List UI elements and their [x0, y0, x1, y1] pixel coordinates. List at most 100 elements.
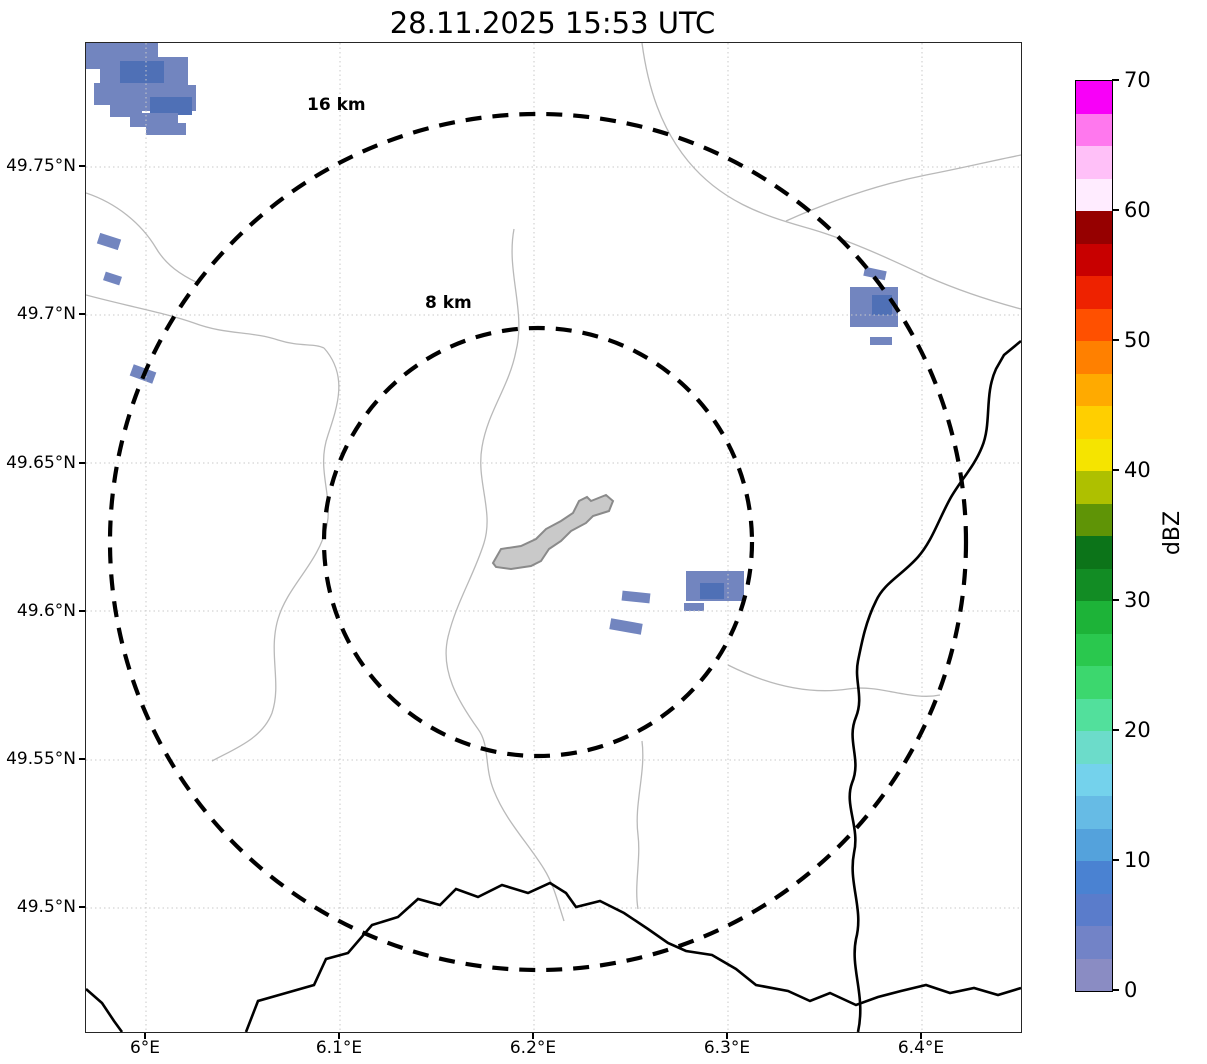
colorbar-segment — [1076, 828, 1112, 861]
y-tickmark — [79, 165, 85, 167]
admin-border-line — [445, 228, 565, 922]
y-tick-label: 49.7°N — [16, 304, 76, 324]
colorbar-segment — [1076, 633, 1112, 666]
colorbar-segment — [1076, 958, 1112, 991]
colorbar-segment — [1076, 536, 1112, 569]
admin-border-line — [636, 740, 644, 910]
colorbar-axis-label: dBZ — [1159, 510, 1185, 556]
y-tickmark — [79, 313, 85, 315]
y-tick-label: 49.55°N — [6, 749, 76, 769]
colorbar-segment — [1076, 568, 1112, 601]
x-tick-label: 6°E — [129, 1038, 161, 1058]
figure-title: 28.11.2025 15:53 UTC — [389, 6, 716, 40]
colorbar-tick-label: 60 — [1124, 198, 1151, 222]
corner-border-line — [86, 988, 124, 1032]
map-canvas — [86, 43, 1021, 1032]
y-tickmark — [79, 462, 85, 464]
radar-echo-cell — [150, 97, 192, 115]
colorbar-segment — [1076, 861, 1112, 894]
y-tickmark — [79, 758, 85, 760]
colorbar-tick-label: 20 — [1124, 718, 1151, 742]
admin-border-lines — [86, 43, 1021, 922]
x-tick-label: 6.4°E — [897, 1038, 945, 1058]
admin-border-line — [86, 294, 325, 349]
admin-border-line — [727, 664, 941, 697]
colorbar-segment — [1076, 211, 1112, 244]
y-tick-label: 49.5°N — [16, 897, 76, 917]
river-border-line — [848, 339, 1021, 1032]
colorbar-segment — [1076, 698, 1112, 731]
colorbar-segment — [1076, 406, 1112, 439]
radar-echo-cell — [700, 583, 724, 599]
radar-echo-cell — [872, 295, 892, 315]
map-plot: 16 km 8 km — [85, 42, 1022, 1033]
y-tick-label: 49.65°N — [6, 453, 76, 473]
colorbar-segment — [1076, 601, 1112, 634]
x-tickmark — [726, 1033, 728, 1039]
y-tickmark — [79, 610, 85, 612]
colorbar-tickmark — [1112, 729, 1119, 731]
x-tickmark — [338, 1033, 340, 1039]
colorbar-segment — [1076, 893, 1112, 926]
radar-site-outline — [491, 493, 615, 571]
radar-echo-cell — [684, 603, 704, 611]
gridlines — [86, 43, 1021, 1032]
colorbar-tickmark — [1112, 339, 1119, 341]
colorbar-tickmark — [1112, 209, 1119, 211]
colorbar-tickmark — [1112, 79, 1119, 81]
admin-border-line — [86, 192, 199, 284]
colorbar — [1075, 80, 1113, 992]
y-tick-label: 49.6°N — [16, 601, 76, 621]
colorbar-segment — [1076, 276, 1112, 309]
range-ring-label-16km: 16 km — [307, 95, 366, 115]
radar-echo-cell — [94, 83, 152, 105]
admin-border-line — [211, 347, 340, 762]
southern-border-line — [244, 881, 1021, 1032]
colorbar-segment — [1076, 178, 1112, 211]
x-tick-label: 6.2°E — [509, 1038, 557, 1058]
colorbar-segment — [1076, 146, 1112, 179]
colorbar-segment — [1076, 373, 1112, 406]
range-ring-8km — [321, 325, 755, 759]
country-border-lines — [86, 339, 1021, 1032]
colorbar-segment — [1076, 731, 1112, 764]
colorbar-segment — [1076, 763, 1112, 796]
y-tickmark — [79, 906, 85, 908]
colorbar-tickmark — [1112, 599, 1119, 601]
colorbar-segment — [1076, 113, 1112, 146]
colorbar-tickmark — [1112, 989, 1119, 991]
colorbar-tick-label: 50 — [1124, 328, 1151, 352]
radar-echo-cell — [870, 337, 892, 345]
radar-echo-cell — [120, 61, 164, 83]
x-tick-label: 6.3°E — [703, 1038, 751, 1058]
radar-echo-cell — [146, 123, 186, 135]
colorbar-segment — [1076, 503, 1112, 536]
colorbar-segment — [1076, 243, 1112, 276]
colorbar-segment — [1076, 926, 1112, 959]
colorbar-tickmark — [1112, 859, 1119, 861]
y-tick-label: 49.75°N — [6, 156, 76, 176]
colorbar-segment — [1076, 666, 1112, 699]
x-tickmark — [532, 1033, 534, 1039]
range-ring-16km — [107, 111, 969, 973]
admin-border-line — [785, 154, 1021, 222]
colorbar-segment — [1076, 796, 1112, 829]
colorbar-tick-label: 70 — [1124, 68, 1151, 92]
colorbar-tick-label: 10 — [1124, 848, 1151, 872]
colorbar-segment — [1076, 341, 1112, 374]
colorbar-segment — [1076, 438, 1112, 471]
colorbar-tick-label: 40 — [1124, 458, 1151, 482]
radar-echo-layer — [86, 43, 1021, 1032]
colorbar-segment — [1076, 471, 1112, 504]
range-ring-label-8km: 8 km — [425, 293, 472, 313]
colorbar-tick-label: 30 — [1124, 588, 1151, 612]
colorbar-segment — [1076, 81, 1112, 114]
colorbar-segment — [1076, 308, 1112, 341]
admin-border-line — [641, 43, 1021, 310]
x-tick-label: 6.1°E — [315, 1038, 363, 1058]
x-tickmark — [144, 1033, 146, 1039]
colorbar-tick-label: 0 — [1124, 978, 1138, 1002]
colorbar-tickmark — [1112, 469, 1119, 471]
x-tickmark — [920, 1033, 922, 1039]
